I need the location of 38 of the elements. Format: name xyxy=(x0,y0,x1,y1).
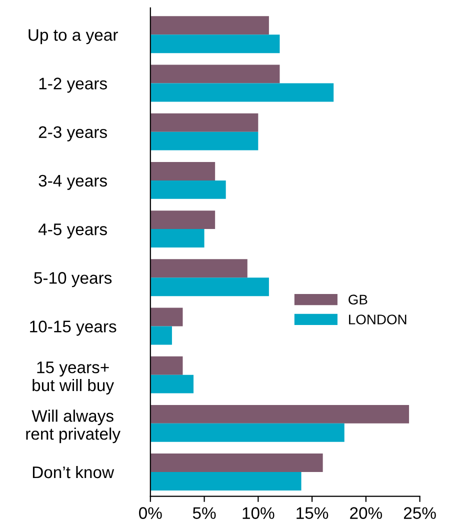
y-tick-label: 4-5 years xyxy=(38,224,107,239)
y-tick-label: 2-3 years xyxy=(38,126,107,142)
bar xyxy=(150,356,183,375)
bar xyxy=(150,404,410,424)
bar xyxy=(150,259,248,278)
bar xyxy=(150,472,302,490)
y-tick-label: 15 years+ but will buy xyxy=(32,362,114,395)
x-tick-label: 10% xyxy=(242,507,274,519)
x-tick-label: 20% xyxy=(350,507,382,519)
bar xyxy=(150,162,216,180)
bar xyxy=(150,308,183,326)
x-tick-label: 25% xyxy=(404,507,436,519)
y-tick-label: Will always rent privately xyxy=(26,410,120,444)
bar xyxy=(150,64,280,84)
bar xyxy=(150,180,226,199)
bar xyxy=(150,16,269,35)
y-tick-label: 5-10 years xyxy=(34,272,112,288)
bar xyxy=(150,113,258,132)
y-tick-label: Don’t know xyxy=(32,466,114,478)
bar xyxy=(150,423,344,442)
x-tick-label: 0% xyxy=(139,507,162,519)
bar xyxy=(150,229,204,248)
x-tick-label: 15% xyxy=(296,507,328,519)
bar xyxy=(150,374,194,394)
bar xyxy=(150,34,280,54)
y-tick-label: Up to a year xyxy=(28,29,118,44)
legend-label: LONDON xyxy=(349,314,406,324)
bar xyxy=(150,83,334,102)
y-tick-label: 10-15 years xyxy=(30,320,116,336)
y-tick-label: 3-4 years xyxy=(38,174,107,190)
bar xyxy=(150,132,258,150)
bar xyxy=(150,210,216,230)
x-tick-label: 5% xyxy=(192,507,216,519)
bar xyxy=(150,454,323,472)
bar xyxy=(150,278,269,296)
y-tick-label: 1-2 years xyxy=(39,78,107,93)
bar xyxy=(150,326,172,345)
legend-label: GB xyxy=(348,294,368,305)
